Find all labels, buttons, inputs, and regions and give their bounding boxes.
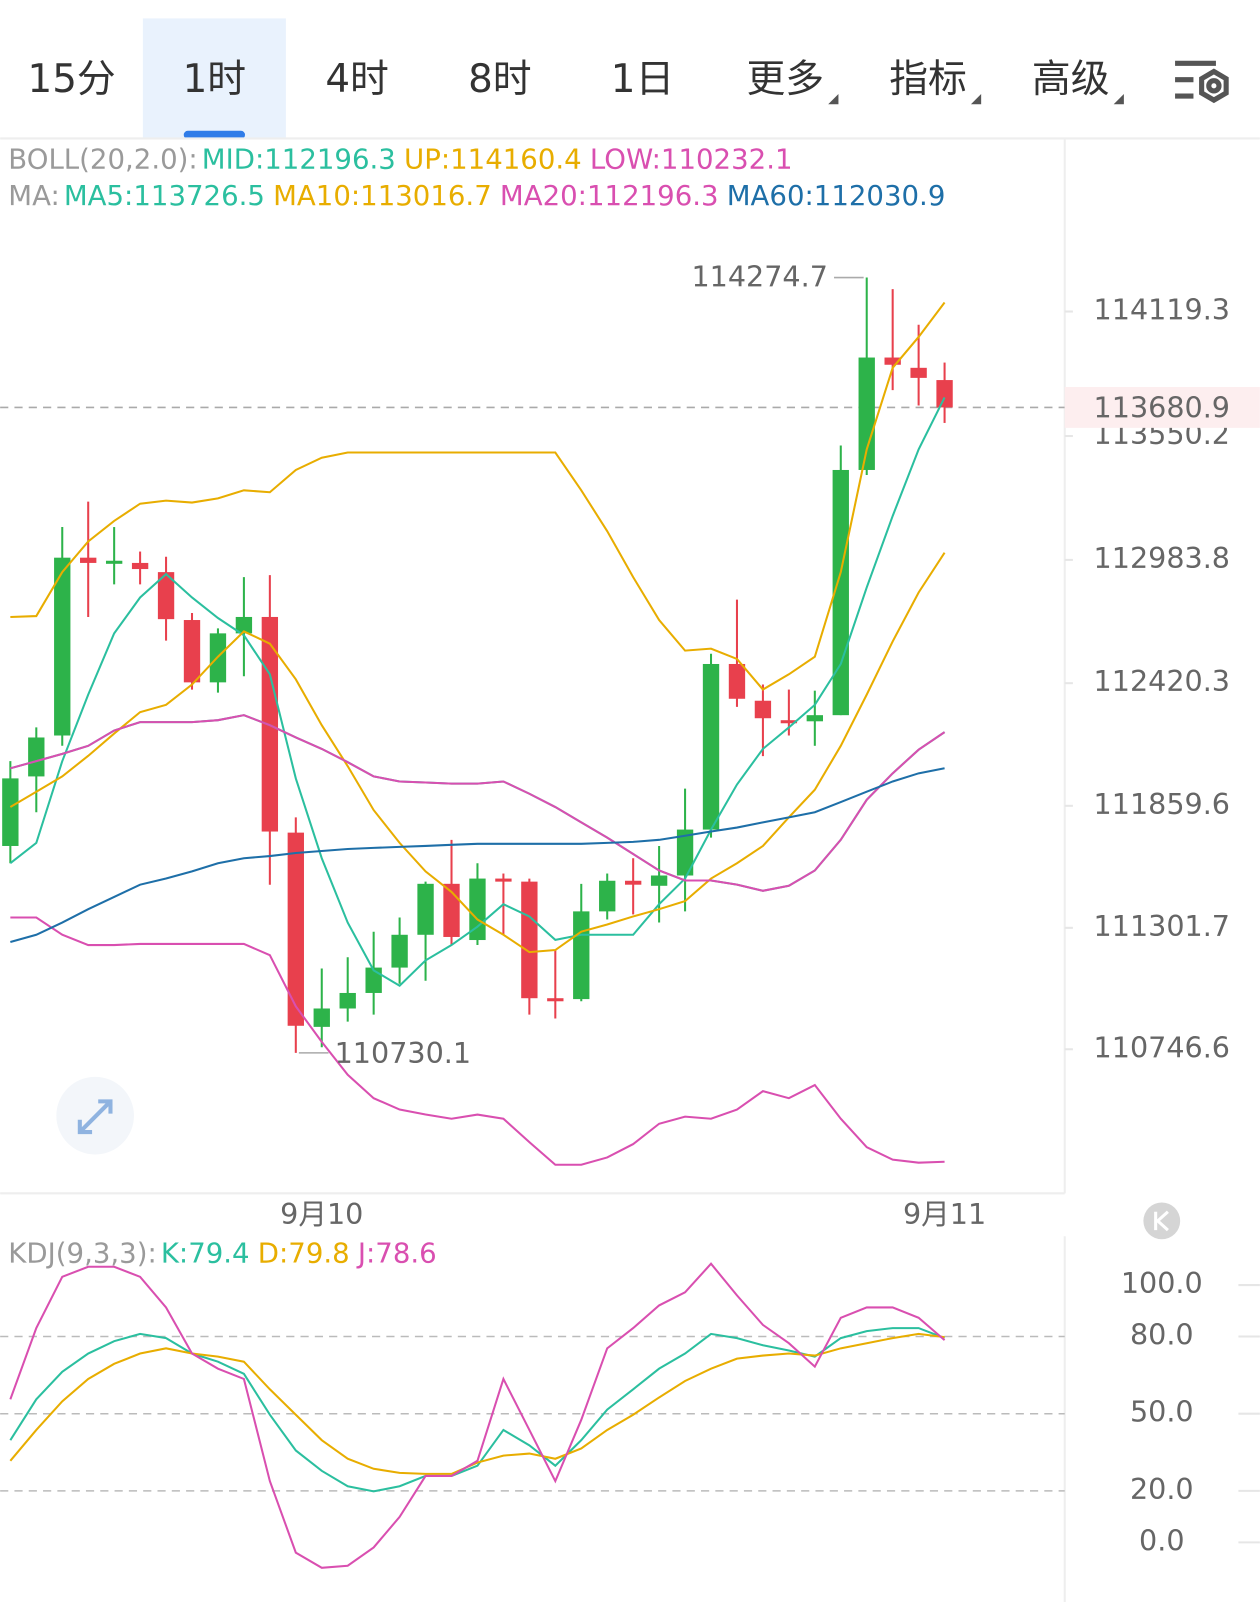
tab-bar: 15分 1时 4时 8时 1日 更多 指标 高级 xyxy=(28,18,1124,139)
candle-body xyxy=(780,720,798,724)
legend-entry: UP:114160.4 xyxy=(404,142,582,175)
candle-body xyxy=(313,1008,330,1027)
tab-indicator xyxy=(183,130,246,139)
tab-label[interactable]: 8时 xyxy=(468,57,532,102)
candle-body xyxy=(910,367,927,378)
legend-entry: MID:112196.3 xyxy=(202,142,396,175)
candle-body xyxy=(287,832,304,1026)
indicator-line xyxy=(10,767,945,943)
candle-body xyxy=(728,663,746,699)
candle-body xyxy=(105,560,123,564)
tab-label[interactable]: 指标 xyxy=(889,57,967,102)
tab-label[interactable]: 1日 xyxy=(611,57,675,102)
indicator-line xyxy=(9,1262,946,1569)
candle-body xyxy=(676,829,694,876)
tab-label[interactable]: 4时 xyxy=(325,57,389,102)
candle-body xyxy=(573,911,590,1000)
candle-body xyxy=(80,557,97,563)
candle-body xyxy=(28,737,45,777)
y-tick-label: 80.0 xyxy=(1130,1318,1194,1352)
candle-body xyxy=(54,557,71,736)
candle-body xyxy=(469,878,486,941)
legend-entry: MA60:112030.9 xyxy=(727,179,946,212)
legend: BOLL(20,2.0): MID:112196.3 UP:114160.4 LOW:… xyxy=(8,142,792,175)
y-tick-label: 50.0 xyxy=(1130,1395,1194,1429)
candle-body xyxy=(702,663,720,830)
x-tick-label: 9月10 xyxy=(280,1197,363,1231)
legend-entry: MA10:113016.7 xyxy=(273,179,492,212)
y-tick-label: 100.0 xyxy=(1121,1266,1203,1300)
legend-title: BOLL(20,2.0): xyxy=(8,142,197,175)
tab-label[interactable]: 高级 xyxy=(1032,57,1110,102)
legend-entry: MA5:113726.5 xyxy=(64,179,265,212)
candle-body xyxy=(131,562,149,570)
legend-entry: D:79.8 xyxy=(258,1237,350,1270)
legend-entry: K:79.4 xyxy=(161,1237,250,1270)
candle-body xyxy=(521,881,538,999)
settings-icon[interactable] xyxy=(1175,60,1229,104)
candle-body xyxy=(495,878,512,882)
tab-highlight xyxy=(142,18,286,138)
candle-body xyxy=(391,934,408,968)
candle-body xyxy=(754,700,772,719)
x-tick-label: 9月11 xyxy=(903,1197,986,1231)
candle-body xyxy=(2,778,19,846)
indicator-line xyxy=(10,301,946,691)
y-tick-label: 110746.6 xyxy=(1094,1030,1230,1064)
indicator-line xyxy=(9,1332,945,1475)
expand-button[interactable] xyxy=(56,1076,134,1155)
candle-body xyxy=(547,998,564,1002)
indicator-line xyxy=(9,1327,945,1493)
candle-body xyxy=(624,880,642,885)
candle-body xyxy=(417,883,434,935)
y-tick-label: 111301.7 xyxy=(1094,909,1230,943)
candle-body xyxy=(936,380,953,408)
legend-entry: LOW:110232.1 xyxy=(590,142,793,175)
indicator-line xyxy=(9,396,946,987)
candle-body xyxy=(650,875,668,886)
legend-title: MA: xyxy=(8,179,59,212)
low-label: 110730.1 xyxy=(335,1036,471,1070)
legend-title: KDJ(9,3,3): xyxy=(8,1237,156,1270)
y-tick-label: 20.0 xyxy=(1130,1472,1194,1506)
y-tick-label: 114119.3 xyxy=(1094,293,1230,327)
high-label: 114274.7 xyxy=(691,260,827,294)
tab-label[interactable]: 更多 xyxy=(746,57,824,102)
current-price-label: 113680.9 xyxy=(1094,390,1230,424)
indicator-line xyxy=(10,916,945,1166)
legend-entry: MA20:112196.3 xyxy=(500,179,719,212)
tab-label[interactable]: 15分 xyxy=(28,57,116,102)
candle-body xyxy=(858,357,875,470)
k-button[interactable] xyxy=(1143,1202,1181,1240)
candle-body xyxy=(884,357,901,365)
candle-body xyxy=(183,620,201,683)
y-tick-label: 0.0 xyxy=(1139,1523,1184,1557)
candle-body xyxy=(806,715,823,722)
current-price-box xyxy=(1064,386,1260,428)
y-tick-label: 112420.3 xyxy=(1094,664,1230,698)
legend: KDJ(9,3,3): K:79.4 D:79.8 J:78.6 xyxy=(8,1237,436,1270)
candle-body xyxy=(599,880,616,912)
indicator-line xyxy=(10,714,946,892)
candle-body xyxy=(235,616,253,634)
y-tick-label: 112983.8 xyxy=(1094,541,1230,575)
candle-body xyxy=(157,572,175,620)
legend: MA: MA5:113726.5 MA10:113016.7 MA20:112196.… xyxy=(8,179,945,212)
tab-label[interactable]: 1时 xyxy=(183,57,247,102)
legend-entry: J:78.6 xyxy=(356,1237,437,1270)
y-tick-label: 111859.6 xyxy=(1094,787,1230,821)
candle-body xyxy=(339,992,356,1009)
